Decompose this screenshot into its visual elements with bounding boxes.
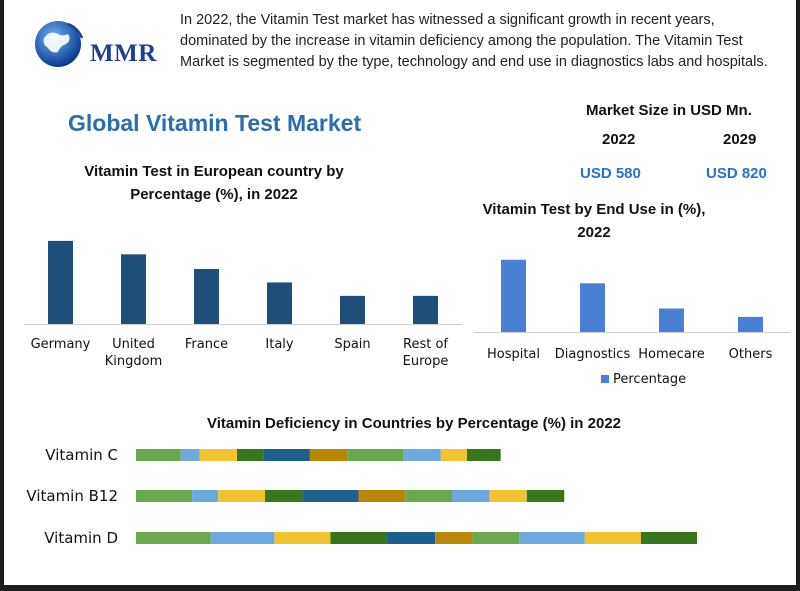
enduse-bar — [580, 283, 605, 332]
deficiency-segment — [466, 449, 501, 461]
deficiency-segment — [358, 490, 406, 502]
deficiency-segment — [440, 449, 467, 461]
deficiency-segment — [519, 532, 585, 544]
deficiency-stacked-chart: Vitamin C Vitamin B12 Vitamin D — [26, 446, 697, 547]
logo-text: MMR — [90, 40, 157, 67]
intro-paragraph: In 2022, the Vitamin Test market has wit… — [180, 12, 768, 70]
market-value-2022: USD 580 — [580, 165, 641, 182]
europe-bar — [194, 269, 219, 324]
europe-chart-title: Vitamin Test in European country by Perc… — [84, 163, 344, 203]
europe-bar — [413, 295, 438, 324]
europe-tick-label: United Kingdom — [104, 337, 163, 369]
deficiency-segment — [435, 532, 473, 544]
europe-tick-label: France — [184, 337, 229, 352]
europe-bar — [121, 254, 146, 324]
deficiency-segment — [265, 490, 303, 502]
enduse-legend: Percentage — [601, 372, 686, 387]
legend-label: Percentage — [613, 372, 687, 387]
main-title: Global Vitamin Test Market — [68, 110, 362, 136]
deficiency-segment — [347, 449, 404, 461]
deficiency-segment — [640, 532, 697, 544]
deficiency-segment — [136, 449, 181, 461]
deficiency-segment — [405, 490, 453, 502]
enduse-bar-chart — [474, 259, 790, 333]
enduse-tick-label: Hospital — [486, 347, 541, 362]
globe-logo-icon — [35, 21, 84, 67]
deficiency-segment — [274, 532, 331, 544]
deficiency-segment — [403, 449, 441, 461]
deficiency-segment — [263, 449, 310, 461]
legend-swatch — [601, 375, 609, 383]
deficiency-segment — [199, 449, 237, 461]
deficiency-segment — [136, 532, 211, 544]
enduse-tick-label: Homecare — [638, 347, 705, 362]
deficiency-row-label: Vitamin B12 — [26, 487, 118, 505]
deficiency-segment — [210, 532, 275, 544]
deficiency-segment — [452, 490, 490, 502]
europe-tick-label: Spain — [334, 337, 371, 352]
europe-bar-chart — [24, 240, 462, 325]
market-year-2022: 2022 — [602, 131, 636, 148]
deficiency-segment — [236, 449, 264, 461]
deficiency-segment — [309, 449, 348, 461]
deficiency-segment — [192, 490, 219, 502]
europe-tick-label: Italy — [265, 337, 294, 352]
enduse-bar — [738, 316, 763, 332]
deficiency-segment — [218, 490, 266, 502]
market-year-2029: 2029 — [723, 131, 757, 148]
enduse-tick-label: Diagnostics — [554, 347, 631, 362]
deficiency-segment — [136, 490, 193, 502]
enduse-chart-title: Vitamin Test by End Use in (%), 2022 — [482, 201, 706, 241]
deficiency-chart-title: Vitamin Deficiency in Countries by Perce… — [206, 415, 622, 432]
europe-bar — [48, 240, 73, 324]
deficiency-row-label: Vitamin D — [44, 529, 118, 547]
europe-tick-label: Germany — [30, 337, 91, 352]
market-size-title: Market Size in USD Mn. — [586, 102, 752, 119]
infographic: MMR In 2022, the Vitamin Test market has… — [4, 0, 796, 585]
deficiency-segment — [489, 490, 527, 502]
europe-bar — [267, 282, 292, 324]
enduse-bar — [659, 308, 684, 332]
deficiency-segment — [386, 532, 436, 544]
deficiency-row-label: Vitamin C — [45, 446, 118, 464]
market-value-2029: USD 820 — [706, 165, 767, 182]
deficiency-segment — [526, 490, 565, 502]
enduse-tick-label: Others — [728, 347, 773, 362]
deficiency-segment — [180, 449, 200, 461]
europe-tick-label: Rest of Europe — [402, 337, 449, 369]
enduse-bar — [501, 259, 526, 332]
deficiency-segment — [472, 532, 520, 544]
deficiency-segment — [584, 532, 641, 544]
deficiency-segment — [302, 490, 359, 502]
europe-bar — [340, 295, 365, 324]
deficiency-segment — [330, 532, 387, 544]
